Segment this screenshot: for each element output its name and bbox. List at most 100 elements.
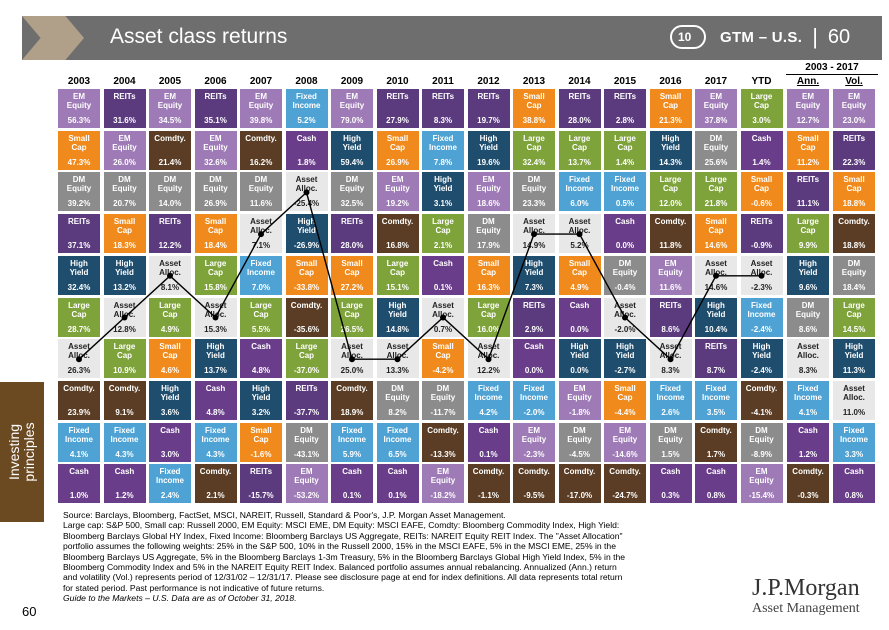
return-cell: Small Cap 18.3%	[103, 214, 146, 254]
cell-return-value: 39.2%	[67, 199, 91, 209]
return-cell: Fixed Income 2.6%	[649, 380, 692, 420]
return-cell: Large Cap 15.8%	[194, 255, 237, 295]
cell-return-value: 16.8%	[386, 241, 409, 251]
cell-asset-name: DM Equity	[841, 258, 867, 277]
cell-asset-name: EM Equity	[795, 92, 821, 110]
cell-asset-name: EM Equity	[567, 383, 592, 402]
cell-return-value: 17.9%	[477, 241, 500, 251]
return-cell: Fixed Income -2.4%	[740, 297, 783, 337]
return-cell: REITs 2.9%	[513, 297, 555, 337]
cell-return-value: 23.0%	[842, 116, 866, 125]
column-header: YTD	[751, 76, 772, 87]
return-cell: Comdty. 16.8%	[376, 214, 419, 254]
cell-return-value: 4.2%	[479, 407, 498, 417]
cell-return-value: 14.6%	[704, 282, 728, 292]
return-cell: Small Cap 11.2%	[787, 130, 829, 170]
return-cell: Large Cap 5.5%	[240, 297, 282, 337]
cell-return-value: 32.6%	[204, 157, 227, 167]
column-header: 2013	[522, 76, 546, 87]
cell-asset-name: Comdty.	[745, 383, 778, 393]
cell-asset-name: Small Cap	[113, 217, 136, 236]
return-cell: DM Equity 25.6%	[695, 130, 737, 170]
return-cell: EM Equity -18.2%	[422, 464, 464, 504]
return-cell: Fixed Income 6.5%	[376, 422, 419, 462]
cell-return-value: 11.6%	[659, 282, 682, 292]
cell-asset-name: Comdty.	[290, 300, 323, 310]
cell-asset-name: Cash	[660, 467, 681, 477]
return-cell: REITs 27.9%	[376, 89, 419, 128]
return-cell: EM Equity 18.6%	[467, 172, 510, 212]
cell-asset-name: High Yield	[251, 383, 271, 402]
cell-return-value: -4.2%	[432, 366, 454, 376]
cell-asset-name: Cash	[524, 342, 544, 352]
return-cell: EM Equity -14.6%	[604, 422, 646, 462]
audio-icon[interactable]: 10	[670, 25, 706, 49]
cell-asset-name: Small Cap	[386, 133, 409, 152]
return-cell: Small Cap -0.6%	[740, 172, 783, 212]
cell-asset-name: Cash	[387, 467, 408, 477]
cell-asset-name: Large Cap	[705, 175, 727, 194]
cell-return-value: 1.2%	[798, 449, 818, 459]
cell-return-value: -18.2%	[430, 491, 456, 501]
cell-return-value: 0.1%	[433, 282, 453, 292]
cell-return-value: 19.7%	[477, 116, 500, 125]
header-separator: |	[812, 24, 818, 49]
cell-return-value: 1.5%	[661, 449, 680, 459]
return-cell: Small Cap 18.8%	[833, 172, 875, 212]
cell-asset-name: EM Equity	[703, 92, 729, 110]
cell-return-value: 4.8%	[206, 407, 225, 417]
cell-return-value: 0.5%	[615, 199, 635, 209]
cell-return-value: 28.0%	[568, 116, 591, 125]
cell-return-value: 10.9%	[113, 366, 136, 376]
cell-asset-name: Cash	[433, 258, 453, 268]
return-cell: High Yield 19.6%	[467, 130, 510, 170]
cell-asset-name: DM Equity	[658, 425, 683, 444]
cell-return-value: 0.0%	[570, 324, 589, 334]
return-cell: Large Cap 1.4%	[604, 130, 646, 170]
cell-asset-name: REITs	[477, 92, 500, 101]
cell-return-value: 4.8%	[251, 366, 271, 376]
cell-return-value: -1.1%	[478, 491, 499, 501]
cell-return-value: -8.9%	[751, 449, 772, 459]
cell-asset-name: Large Cap	[386, 258, 409, 277]
cell-return-value: 0.0%	[615, 241, 635, 251]
return-cell: DM Equity 20.7%	[103, 172, 146, 212]
cell-asset-name: REITs	[842, 133, 866, 143]
cell-asset-name: Asset Alloc.	[113, 300, 136, 319]
gtm-label: GTM – U.S.	[720, 28, 803, 46]
return-cell: Fixed Income 4.1%	[58, 422, 100, 462]
source-line: and volatility (Vol.) represents period …	[63, 572, 623, 583]
return-cell: Cash 4.8%	[194, 380, 237, 420]
return-cell: REITs 11.1%	[787, 172, 829, 212]
return-cell: EM Equity 19.2%	[376, 172, 419, 212]
return-cell: EM Equity 56.3%	[58, 89, 100, 128]
cell-asset-name: Fixed Income	[155, 467, 184, 486]
cell-asset-name: High Yield	[706, 300, 726, 319]
return-cell: High Yield 59.4%	[331, 130, 373, 170]
cell-asset-name: REITs	[568, 92, 591, 101]
cell-return-value: 8.7%	[706, 366, 726, 376]
source-line: Bloomberg Barclays US Aggregate, 5% in t…	[63, 551, 626, 562]
cell-asset-name: REITs	[158, 217, 182, 227]
asset-alloc-point	[121, 314, 128, 321]
column-header: 2007	[249, 76, 273, 87]
cell-asset-name: Small Cap	[432, 342, 454, 361]
return-cell: REITs 22.3%	[833, 130, 875, 170]
cell-return-value: 31.6%	[113, 116, 136, 125]
column-header: Vol.	[845, 76, 863, 87]
return-cell: Fixed Income 7.0%	[240, 255, 282, 295]
cell-return-value: 11.1%	[796, 199, 820, 209]
return-cell: Small Cap 21.3%	[649, 89, 692, 128]
cell-asset-name: Large Cap	[614, 133, 636, 152]
cell-asset-name: DM Equity	[248, 175, 274, 194]
cell-asset-name: DM Equity	[749, 425, 774, 444]
cell-asset-name: DM Equity	[703, 133, 729, 152]
return-cell: Comdty. -13.3%	[422, 422, 464, 462]
cell-asset-name: EM Equity	[841, 92, 867, 110]
return-cell: Comdty. 2.1%	[194, 464, 237, 504]
cell-return-value: 37.1%	[67, 241, 91, 251]
side-tab[interactable]: Investing principles	[0, 382, 44, 522]
cell-return-value: -15.7%	[248, 491, 274, 501]
cell-asset-name: Large Cap	[68, 300, 90, 319]
cell-return-value: 23.9%	[67, 407, 91, 417]
